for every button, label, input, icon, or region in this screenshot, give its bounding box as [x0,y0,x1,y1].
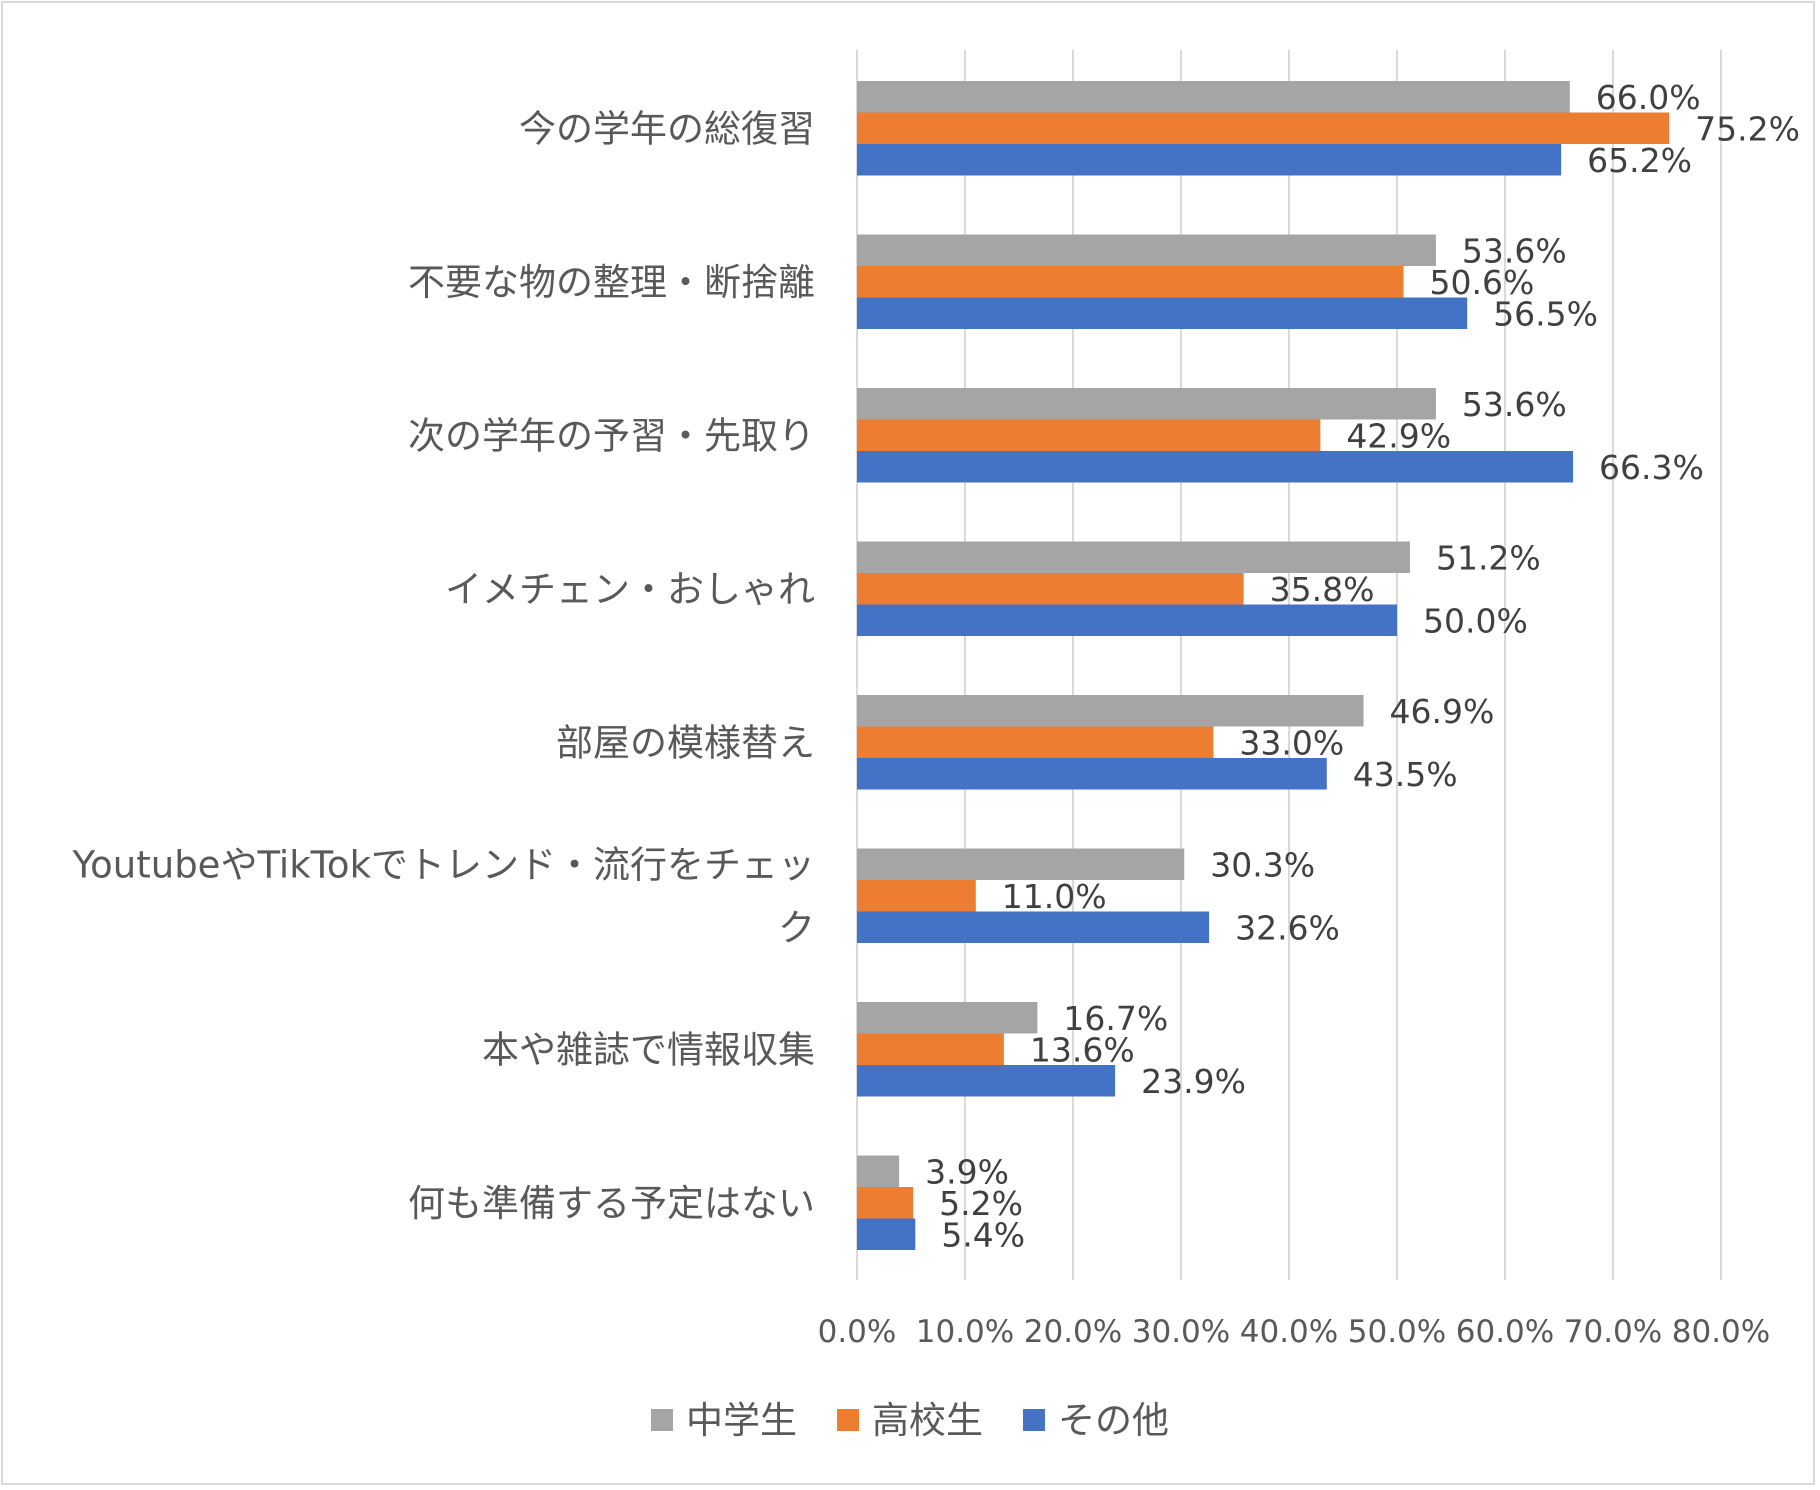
category-label: 不要な物の整理・断捨離 [408,261,815,304]
bar-1-cat-3 [857,388,1436,420]
value-label: 35.8% [1270,570,1375,609]
value-label: 46.9% [1390,692,1495,731]
legend-swatch [837,1409,859,1431]
bar-1-cat-1 [857,81,1570,113]
category-label: 本や雑誌で情報収集 [482,1028,815,1071]
bars [857,81,1670,1250]
category-label: 今の学年の総復習 [519,107,815,150]
value-label: 11.0% [1002,877,1107,916]
bar-1-cat-7 [857,1002,1038,1034]
value-label: 5.4% [941,1215,1025,1254]
bar-1-cat-2 [857,234,1436,266]
category-label: ク [778,906,815,949]
bar-2-cat-1 [857,112,1670,144]
bar-2-cat-3 [857,419,1321,451]
bar-3-cat-3 [857,451,1574,483]
bar-3-cat-5 [857,758,1327,790]
legend-label: 高校生 [872,1399,983,1442]
legend-label: その他 [1058,1399,1169,1442]
value-label: 50.0% [1423,601,1528,640]
value-label: 3.9% [925,1152,1009,1191]
tick-label: 0.0% [818,1314,897,1350]
bar-3-cat-1 [857,144,1562,176]
category-label: 部屋の模様替え [556,721,815,764]
value-label: 13.6% [1030,1030,1135,1069]
legend: 中学生 高校生 その他 [651,1399,1169,1442]
value-label: 65.2% [1587,141,1692,180]
bar-2-cat-6 [857,880,976,912]
bar-3-cat-6 [857,911,1210,943]
value-label: 75.2% [1695,109,1800,148]
bar-3-cat-8 [857,1218,916,1250]
tick-label: 60.0% [1456,1314,1554,1350]
tick-label: 30.0% [1132,1314,1230,1350]
tick-label: 20.0% [1024,1314,1122,1350]
legend-swatch [1023,1409,1045,1431]
bar-2-cat-5 [857,726,1214,758]
tick-label: 10.0% [916,1314,1014,1350]
legend-swatch [651,1409,673,1431]
tick-label: 40.0% [1240,1314,1338,1350]
bar-1-cat-4 [857,541,1410,573]
value-label: 16.7% [1063,999,1168,1038]
tick-label: 80.0% [1672,1314,1770,1350]
value-label: 33.0% [1239,723,1344,762]
legend-label: 中学生 [686,1399,797,1442]
value-label: 66.3% [1599,448,1704,487]
value-labels: 66.0%75.2%65.2%53.6%50.6%56.5%53.6%42.9%… [925,78,1800,1255]
value-label: 43.5% [1353,755,1458,794]
value-label: 53.6% [1462,231,1567,270]
category-label: YoutubeやTikTokでトレンド・流行をチェッ [71,843,815,886]
value-label: 50.6% [1429,263,1534,302]
category-label: 次の学年の予習・先取り [408,414,815,457]
value-label: 30.3% [1210,845,1315,884]
value-label: 32.6% [1235,908,1340,947]
bar-1-cat-5 [857,695,1364,727]
value-label: 66.0% [1596,78,1701,117]
bar-3-cat-2 [857,297,1468,329]
value-label: 51.2% [1436,538,1541,577]
value-label: 23.9% [1141,1062,1246,1101]
bar-2-cat-2 [857,266,1404,298]
value-label: 56.5% [1493,294,1598,333]
x-axis-tick-labels: 0.0% 10.0% 20.0% 30.0% 40.0% 50.0% 60.0% 70.0% 8… [818,1314,1771,1350]
value-label: 53.6% [1462,385,1567,424]
bar-2-cat-4 [857,573,1244,605]
category-label: イメチェン・おしゃれ [445,568,815,611]
value-label: 5.2% [939,1184,1023,1223]
bar-3-cat-7 [857,1065,1116,1097]
bar-2-cat-8 [857,1187,914,1219]
bar-1-cat-6 [857,848,1185,880]
bar-2-cat-7 [857,1033,1004,1065]
bar-3-cat-4 [857,604,1397,636]
category-labels: 今の学年の総復習不要な物の整理・断捨離次の学年の予習・先取りイメチェン・おしゃれ… [71,107,815,1225]
tick-label: 70.0% [1564,1314,1662,1350]
tick-label: 50.0% [1348,1314,1446,1350]
bar-1-cat-8 [857,1155,900,1187]
value-label: 42.9% [1346,416,1451,455]
category-label: 何も準備する予定はない [408,1182,815,1225]
